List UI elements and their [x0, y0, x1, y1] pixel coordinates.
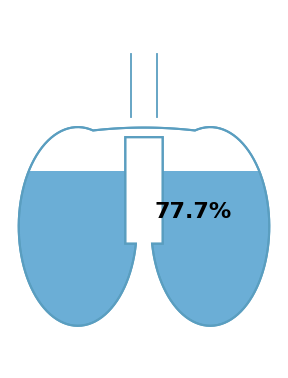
- Text: 77.7%: 77.7%: [154, 202, 232, 222]
- Polygon shape: [0, 16, 288, 171]
- Polygon shape: [19, 127, 269, 326]
